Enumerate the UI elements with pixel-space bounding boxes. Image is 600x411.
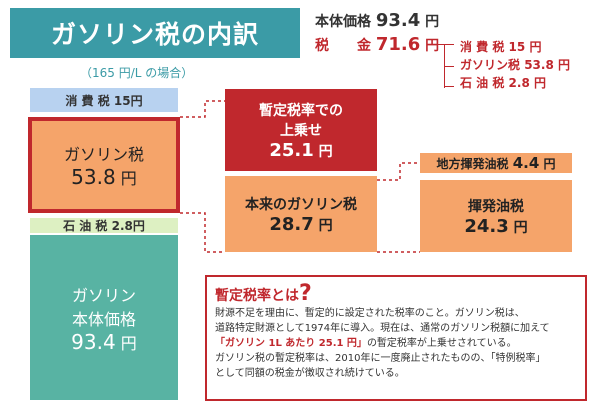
bar-gasoline-value: 53.8 bbox=[71, 165, 116, 189]
info-line-5: として同額の税金が徴収され続けている。 bbox=[215, 368, 405, 379]
info-line-4: ガソリン税の暫定税率は、2010年に一度廃止されたものの、「特例税率」 bbox=[215, 353, 546, 364]
bar-body-price: ガソリン 本体価格 93.4 円 bbox=[30, 235, 178, 400]
connector-top-right bbox=[377, 162, 420, 181]
subtitle: （165 円/L の場合） bbox=[80, 66, 194, 80]
tax-total: 税 金 71.6 円 bbox=[315, 34, 439, 55]
local-volatile-oil-tax-box: 地方揮発油税 4.4 円 bbox=[420, 153, 572, 173]
connector-bottom-left bbox=[180, 212, 225, 253]
tax-item-gasoline: ガソリン税 53.8 円 bbox=[460, 58, 571, 72]
bar-gasoline-tax: ガソリン税 53.8 円 bbox=[28, 117, 180, 213]
tax-total-label: 税 金 bbox=[315, 38, 371, 54]
body-price-unit: 円 bbox=[425, 14, 440, 30]
bar-consumption-tax: 消 費 税 15円 bbox=[30, 88, 178, 112]
original-gasoline-tax-box: 本来のガソリン税 28.7 円 bbox=[225, 176, 377, 252]
bar-gasoline-label: ガソリン税 bbox=[63, 145, 144, 164]
bar-oil-tax: 石 油 税 2.8円 bbox=[30, 218, 178, 233]
info-line-3: 「ガソリン 1L あたり 25.1 円」の暫定税率が上乗せされている。 bbox=[215, 338, 517, 349]
body-price-total: 本体価格 93.4 円 bbox=[315, 10, 439, 31]
tax-total-value: 71.6 bbox=[375, 34, 421, 55]
tax-total-unit: 円 bbox=[425, 38, 440, 54]
tax-item-consumption: 消 費 税 15 円 bbox=[460, 40, 542, 54]
info-line-1: 財源不足を理由に、暫定的に設定された税率のこと。ガソリン税は、 bbox=[215, 308, 525, 319]
temporary-surcharge-box: 暫定税率での 上乗せ 25.1 円 bbox=[225, 89, 377, 171]
tax-item-oil: 石 油 税 2.8 円 bbox=[460, 76, 547, 90]
connector-top-left bbox=[180, 100, 225, 118]
page-title: ガソリン税の内訳 bbox=[10, 8, 300, 58]
body-price-value: 93.4 bbox=[375, 10, 421, 31]
info-heading: 暫定税率とは? bbox=[215, 281, 312, 306]
body-price-label: 本体価格 bbox=[315, 14, 371, 30]
volatile-oil-tax-box: 揮発油税 24.3 円 bbox=[420, 180, 572, 252]
info-line-2: 道路特定財源として1974年に導入。現在は、通常のガソリン税額に加えて bbox=[215, 323, 550, 334]
info-box: 暫定税率とは? 財源不足を理由に、暫定的に設定された税率のこと。ガソリン税は、 … bbox=[205, 275, 587, 401]
tax-bracket bbox=[444, 44, 454, 88]
tax-connector-line bbox=[438, 44, 446, 45]
